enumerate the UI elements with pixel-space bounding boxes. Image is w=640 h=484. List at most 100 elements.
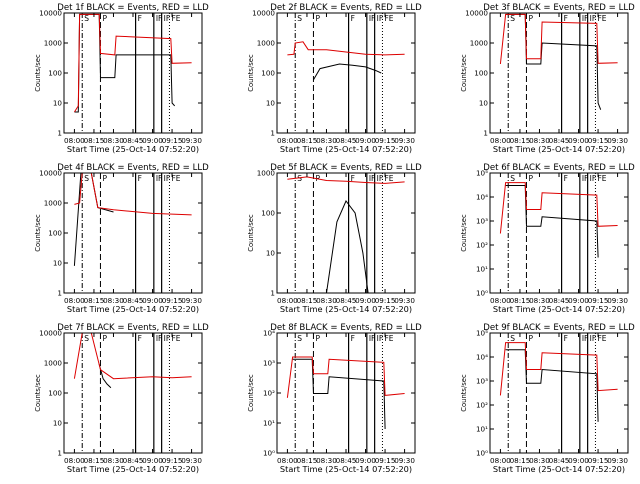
x-tick-label: 08:15 <box>84 456 105 465</box>
panel-title: Det 1f BLACK = Events, RED = LLD <box>57 3 209 13</box>
marker-label: FE <box>597 174 606 183</box>
plot-frame <box>489 172 629 294</box>
plot-frame <box>276 332 416 454</box>
x-tick-label: 09:30 <box>181 136 202 145</box>
x-tick-label: 08:45 <box>123 296 144 305</box>
x-tick-label: 09:30 <box>181 296 202 305</box>
y-tick-label: 10³ <box>476 377 488 386</box>
y-tick-label: 1 <box>57 289 62 298</box>
marker-label: IF <box>156 174 163 183</box>
x-tick-label: 08:00 <box>64 456 85 465</box>
marker-label: S <box>510 174 515 183</box>
series-line-lld <box>73 13 192 113</box>
y-tick-label: 10³ <box>263 359 275 368</box>
y-tick-label: 1000 <box>470 39 489 48</box>
marker-label: P <box>102 334 107 343</box>
marker-label: IF <box>369 334 376 343</box>
marker-label: IF <box>582 334 589 343</box>
x-axis-label: Start Time (25-Oct-14 07:52:20) <box>67 464 199 474</box>
marker-label: S <box>84 14 89 23</box>
x-tick-label: 08:45 <box>336 136 357 145</box>
x-tick-label: 08:45 <box>123 136 144 145</box>
x-tick-label: 09:15 <box>588 136 609 145</box>
series-line-lld <box>499 13 618 65</box>
x-tick-label: 09:30 <box>607 456 628 465</box>
y-tick-label: 100 <box>261 69 275 78</box>
series-line-events <box>292 358 386 430</box>
plot-frame <box>276 172 416 294</box>
series-line-events <box>505 185 599 258</box>
x-tick-label: 08:30 <box>103 136 124 145</box>
x-tick-label: 08:45 <box>336 456 357 465</box>
x-tick-label: 08:00 <box>277 296 298 305</box>
marker-label: S <box>84 174 89 183</box>
x-tick-label: 09:00 <box>568 136 589 145</box>
y-tick-label: 10000 <box>465 9 488 18</box>
x-tick-label: 08:30 <box>316 136 337 145</box>
marker-label: P <box>528 14 533 23</box>
y-tick-label: 1 <box>270 289 275 298</box>
x-tick-label: 08:15 <box>510 456 531 465</box>
y-tick-label: 10² <box>476 401 488 410</box>
x-tick-label: 09:00 <box>142 456 163 465</box>
marker-label: F <box>564 334 568 343</box>
y-tick-label: 10⁴ <box>476 193 488 202</box>
y-tick-label: 100 <box>48 69 62 78</box>
marker-label: F <box>138 334 142 343</box>
series-line-lld <box>287 41 405 56</box>
x-axis-label: Start Time (25-Oct-14 07:52:20) <box>280 304 412 314</box>
series-line-lld <box>499 182 618 234</box>
y-axis-label: Counts/sec <box>460 54 468 92</box>
x-tick-label: 09:15 <box>162 296 183 305</box>
y-axis-label: Counts/sec <box>247 374 255 412</box>
y-tick-label: 10000 <box>39 169 62 178</box>
marker-label: FE <box>597 14 606 23</box>
y-tick-label: 1 <box>483 129 488 138</box>
x-tick-label: 09:30 <box>607 296 628 305</box>
x-tick-label: 09:00 <box>568 296 589 305</box>
x-tick-label: 09:00 <box>142 136 163 145</box>
marker-label: S <box>297 334 302 343</box>
x-tick-label: 08:15 <box>510 296 531 305</box>
y-tick-label: 10¹ <box>263 419 275 428</box>
x-axis-label: Start Time (25-Oct-14 07:52:20) <box>67 304 199 314</box>
y-tick-label: 10⁰ <box>263 449 275 458</box>
x-tick-label: 09:30 <box>394 136 415 145</box>
y-tick-label: 10³ <box>476 217 488 226</box>
y-tick-label: 10⁵ <box>476 169 488 178</box>
marker-label: S <box>84 334 89 343</box>
x-tick-label: 08:30 <box>529 296 550 305</box>
y-tick-label: 10 <box>53 259 63 268</box>
x-axis-label: Start Time (25-Oct-14 07:52:20) <box>67 144 199 154</box>
x-tick-label: 08:45 <box>123 456 144 465</box>
y-tick-label: 10² <box>476 241 488 250</box>
y-axis-label: Counts/sec <box>460 214 468 252</box>
x-tick-label: 08:15 <box>84 136 105 145</box>
marker-label: F <box>564 174 568 183</box>
marker-label: IF <box>582 174 589 183</box>
x-axis-label: Start Time (25-Oct-14 07:52:20) <box>280 144 412 154</box>
marker-label: IF <box>156 334 163 343</box>
x-axis-label: Start Time (25-Oct-14 07:52:20) <box>493 144 625 154</box>
x-tick-label: 09:00 <box>568 456 589 465</box>
x-tick-label: 09:15 <box>162 136 183 145</box>
marker-label: IF <box>164 334 171 343</box>
marker-label: IF <box>164 174 171 183</box>
marker-label: FE <box>384 174 393 183</box>
x-tick-label: 08:00 <box>277 456 298 465</box>
series-line-events <box>505 13 602 110</box>
y-axis-label: Counts/sec <box>460 374 468 412</box>
marker-label: F <box>138 14 142 23</box>
x-tick-label: 09:15 <box>588 456 609 465</box>
y-tick-label: 1000 <box>257 169 276 178</box>
x-tick-label: 08:45 <box>549 136 570 145</box>
marker-label: P <box>102 14 107 23</box>
marker-label: P <box>528 334 533 343</box>
y-axis-label: Counts/sec <box>247 214 255 252</box>
